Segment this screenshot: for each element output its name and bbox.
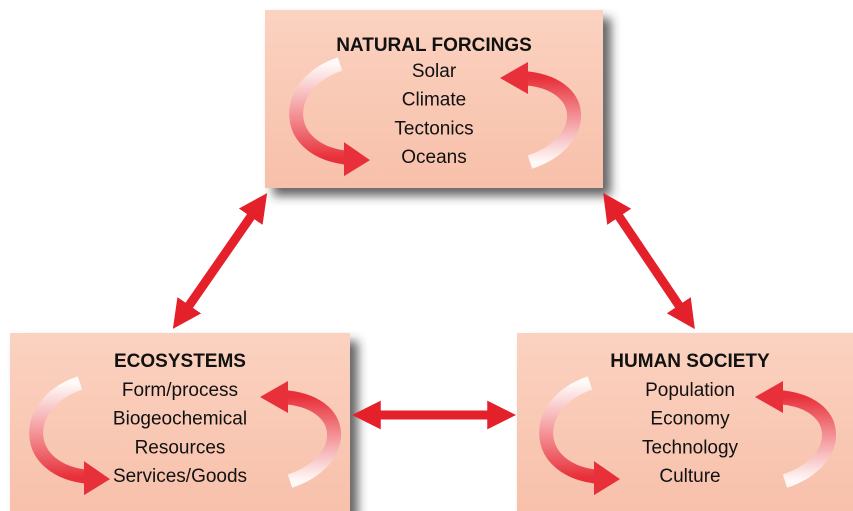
cycle-arrow — [521, 71, 581, 169]
node-item: Solar — [412, 61, 457, 82]
node-item: Biogeochemical — [113, 409, 247, 430]
cycle-arrow — [539, 376, 601, 485]
cycle-arrowhead — [594, 461, 620, 496]
link-arrow — [603, 192, 695, 330]
link-arrow — [172, 193, 268, 329]
cycle-arrowhead — [755, 381, 783, 413]
cycle-arrowhead — [84, 461, 110, 496]
node-item: Population — [645, 380, 735, 401]
node-item: Climate — [402, 90, 466, 111]
node-title: HUMAN SOCIETY — [610, 351, 770, 372]
cycle-arrow — [29, 376, 91, 485]
node-item: Form/process — [122, 380, 238, 401]
cycle-arrow — [289, 57, 351, 166]
cycle-arrow — [281, 390, 341, 488]
cycle-arrowhead — [344, 142, 370, 177]
node-item: Economy — [650, 409, 730, 430]
node-item: Resources — [135, 437, 226, 458]
cycle-arrowhead — [260, 381, 288, 413]
node-title: ECOSYSTEMS — [114, 351, 246, 372]
node-item: Technology — [642, 437, 739, 458]
node-item: Culture — [659, 466, 720, 487]
node-item: Services/Goods — [113, 466, 247, 487]
cycle-arrowhead — [500, 62, 528, 94]
node-item: Oceans — [401, 147, 466, 168]
node-item: Tectonics — [394, 118, 473, 139]
node-title: NATURAL FORCINGS — [336, 35, 532, 56]
cycle-arrow — [776, 390, 836, 488]
